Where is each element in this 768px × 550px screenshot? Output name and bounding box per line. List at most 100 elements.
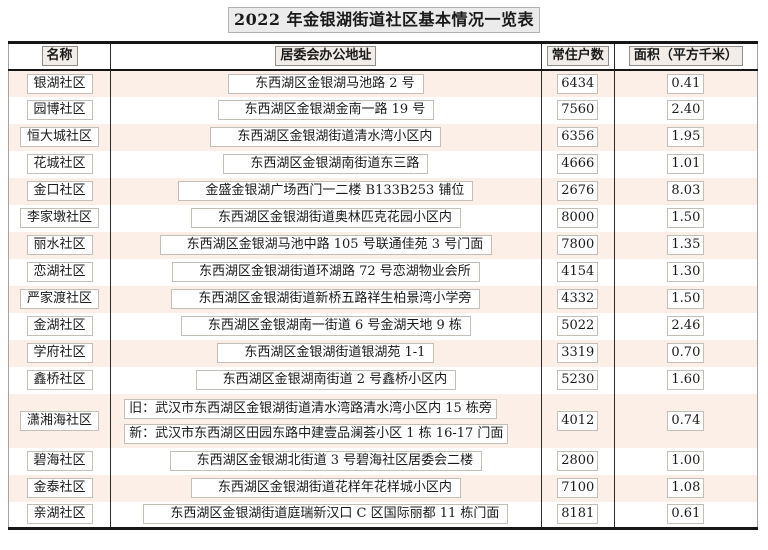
cell-text: 1.30	[667, 262, 705, 282]
name-cell: 碧海社区	[9, 448, 111, 475]
address-cell: 东西湖区金银湖南一街道 6 号金湖天地 9 栋	[110, 312, 542, 340]
cell-text: 7100	[557, 478, 599, 498]
cell-text: 花城社区	[26, 154, 93, 174]
table-row: 园博社区 东西湖区金银湖金南一路 19 号 7560 2.40	[9, 96, 758, 124]
cell-text: 1.01	[667, 154, 705, 174]
table-row: 李家墩社区 东西湖区金银湖街道奥林匹克花园小区内 8000 1.50	[9, 204, 758, 232]
cell-text: 8000	[557, 208, 599, 228]
address-cell: 东西湖区金银湖街道奥林匹克花园小区内	[110, 204, 542, 232]
address-line-new: 新：武汉市东西湖区田园东路中建壹品澜荟小区 1 栋 16-17 门面	[124, 421, 541, 446]
name-cell: 园博社区	[9, 97, 111, 124]
table-row: 学府社区 东西湖区金银湖街道银湖苑 1-1 3319 0.70	[8, 339, 758, 367]
cell-text: 2.46	[667, 316, 705, 336]
header-row: 名称 居委会办公地址 常住户数 面积（平方千米）	[8, 42, 758, 71]
cell-text: 0.41	[667, 73, 705, 94]
households-cell: 6356	[540, 123, 615, 151]
address-cell: 东西湖区金银湖街道银湖苑 1-1	[110, 339, 542, 367]
households-cell: 6434	[540, 69, 615, 97]
cell-text: 1.60	[667, 370, 705, 390]
cell-text: 旧：武汉市东西湖区金银湖街道清水湾路清水湾小区内 15 栋旁	[124, 398, 497, 419]
households-cell: 4012	[540, 393, 615, 448]
table-row: 鑫桥社区 东西湖区金银湖南街道 2 号鑫桥小区内 5230 1.60	[9, 366, 758, 394]
cell-text: 潇湘海社区	[20, 410, 100, 431]
address-cell: 东西湖区金银湖街道清水湾小区内	[110, 123, 542, 151]
header-address: 居委会办公地址	[110, 42, 542, 71]
cell-text: 1.95	[667, 127, 705, 147]
cell-text: 银湖社区	[26, 73, 93, 94]
name-cell: 严家渡社区	[9, 286, 111, 313]
table-row: 恒大城社区 东西湖区金银湖街道清水湾小区内 6356 1.95	[8, 123, 758, 151]
area-cell: 0.74	[613, 393, 758, 448]
cell-text: 东西湖区金银湖金南一路 19 号	[217, 100, 435, 120]
cell-text: 8.03	[667, 181, 705, 201]
households-cell: 4332	[540, 285, 615, 313]
cell-text: 鑫桥社区	[26, 370, 93, 390]
address-cell: 东西湖区金银湖南街道 2 号鑫桥小区内	[110, 366, 542, 394]
address-cell: 东西湖区金银湖街道庭瑞新汉口 C 区国际丽都 11 栋门面	[110, 501, 542, 529]
header-name-label: 名称	[41, 46, 78, 67]
area-cell: 0.70	[613, 339, 758, 367]
cell-text: 2676	[557, 181, 599, 201]
header-name: 名称	[8, 42, 111, 71]
table-row: 恋湖社区 东西湖区金银湖街道环湖路 72 号恋湖物业会所 4154 1.30	[9, 258, 758, 286]
cell-text: 李家墩社区	[20, 208, 100, 228]
cell-text: 6356	[557, 127, 599, 147]
cell-text: 东西湖区金银湖街道新桥五路祥生柏景湾小学旁	[171, 289, 481, 309]
area-cell: 2.46	[613, 312, 758, 340]
table-row: 潇湘海社区 旧：武汉市东西湖区金银湖街道清水湾路清水湾小区内 15 栋旁 新：武…	[8, 393, 758, 448]
name-cell: 花城社区	[9, 151, 111, 178]
cell-text: 7800	[557, 235, 599, 255]
area-cell: 1.50	[613, 204, 758, 232]
table-row: 亲湖社区 东西湖区金银湖街道庭瑞新汉口 C 区国际丽都 11 栋门面 8181 …	[9, 501, 758, 529]
cell-text: 东西湖区金银湖街道银湖苑 1-1	[217, 343, 435, 363]
area-cell: 1.01	[613, 150, 758, 178]
cell-text: 东西湖区金银湖南一街道 6 号金湖天地 9 栋	[180, 316, 471, 336]
table-row: 严家渡社区 东西湖区金银湖街道新桥五路祥生柏景湾小学旁 4332 1.50	[8, 285, 758, 313]
cell-text: 东西湖区金银湖街道花样年花样城小区内	[190, 478, 461, 498]
cell-text: 东西湖区金银湖北街道 3 号碧海社区居委会二楼	[169, 451, 483, 471]
households-cell: 5230	[540, 366, 615, 394]
cell-text: 园博社区	[26, 100, 93, 120]
cell-text: 金口社区	[26, 181, 93, 201]
address-cell: 东西湖区金银湖街道花样年花样城小区内	[110, 474, 542, 502]
cell-text: 严家渡社区	[20, 289, 100, 309]
cell-text: 0.70	[667, 343, 705, 363]
households-cell: 2676	[540, 177, 615, 205]
name-cell: 恋湖社区	[9, 259, 111, 286]
name-cell: 学府社区	[9, 340, 111, 367]
cell-text: 2800	[557, 451, 599, 471]
cell-text: 0.61	[667, 504, 705, 525]
name-cell: 恒大城社区	[9, 124, 111, 151]
table-row: 花城社区 东西湖区金银湖南街道东三路 4666 1.01	[9, 150, 758, 178]
cell-text: 东西湖区金银湖马池中路 105 号联通佳苑 3 号门面	[159, 235, 493, 255]
area-cell: 8.03	[613, 177, 758, 205]
cell-text: 1.50	[667, 289, 705, 309]
households-cell: 4666	[540, 150, 615, 178]
households-cell: 7100	[540, 474, 615, 502]
cell-text: 3319	[557, 343, 599, 363]
area-cell: 1.08	[613, 474, 758, 502]
name-cell: 金泰社区	[9, 475, 111, 502]
households-cell: 2800	[540, 447, 615, 475]
cell-text: 东西湖区金银湖街道环湖路 72 号恋湖物业会所	[172, 262, 480, 282]
households-cell: 7560	[540, 96, 615, 124]
name-cell: 金湖社区	[9, 313, 111, 340]
table-row: 金泰社区 东西湖区金银湖街道花样年花样城小区内 7100 1.08	[8, 474, 758, 502]
cell-text: 东西湖区金银湖街道奥林匹克花园小区内	[190, 208, 461, 228]
households-cell: 8000	[540, 204, 615, 232]
cell-text: 1.35	[667, 235, 705, 255]
address-cell: 东西湖区金银湖街道新桥五路祥生柏景湾小学旁	[110, 285, 542, 313]
cell-text: 1.00	[667, 451, 705, 471]
address-cell: 金盛金银湖广场西门一二楼 B133B253 铺位	[110, 177, 542, 205]
address-cell: 东西湖区金银湖北街道 3 号碧海社区居委会二楼	[110, 447, 542, 475]
cell-text: 金泰社区	[26, 478, 93, 498]
households-cell: 7800	[540, 231, 615, 259]
cell-text: 5230	[557, 370, 599, 390]
cell-text: 1.50	[667, 208, 705, 228]
name-cell: 鑫桥社区	[9, 367, 111, 394]
page-title-text: 2022 年金银湖街道社区基本情况一览表	[227, 7, 541, 33]
area-cell: 0.61	[613, 501, 758, 529]
table-row: 金湖社区 东西湖区金银湖南一街道 6 号金湖天地 9 栋 5022 2.46	[9, 312, 758, 340]
header-area-label: 面积（平方千米）	[628, 46, 743, 67]
name-cell: 金口社区	[9, 178, 111, 205]
